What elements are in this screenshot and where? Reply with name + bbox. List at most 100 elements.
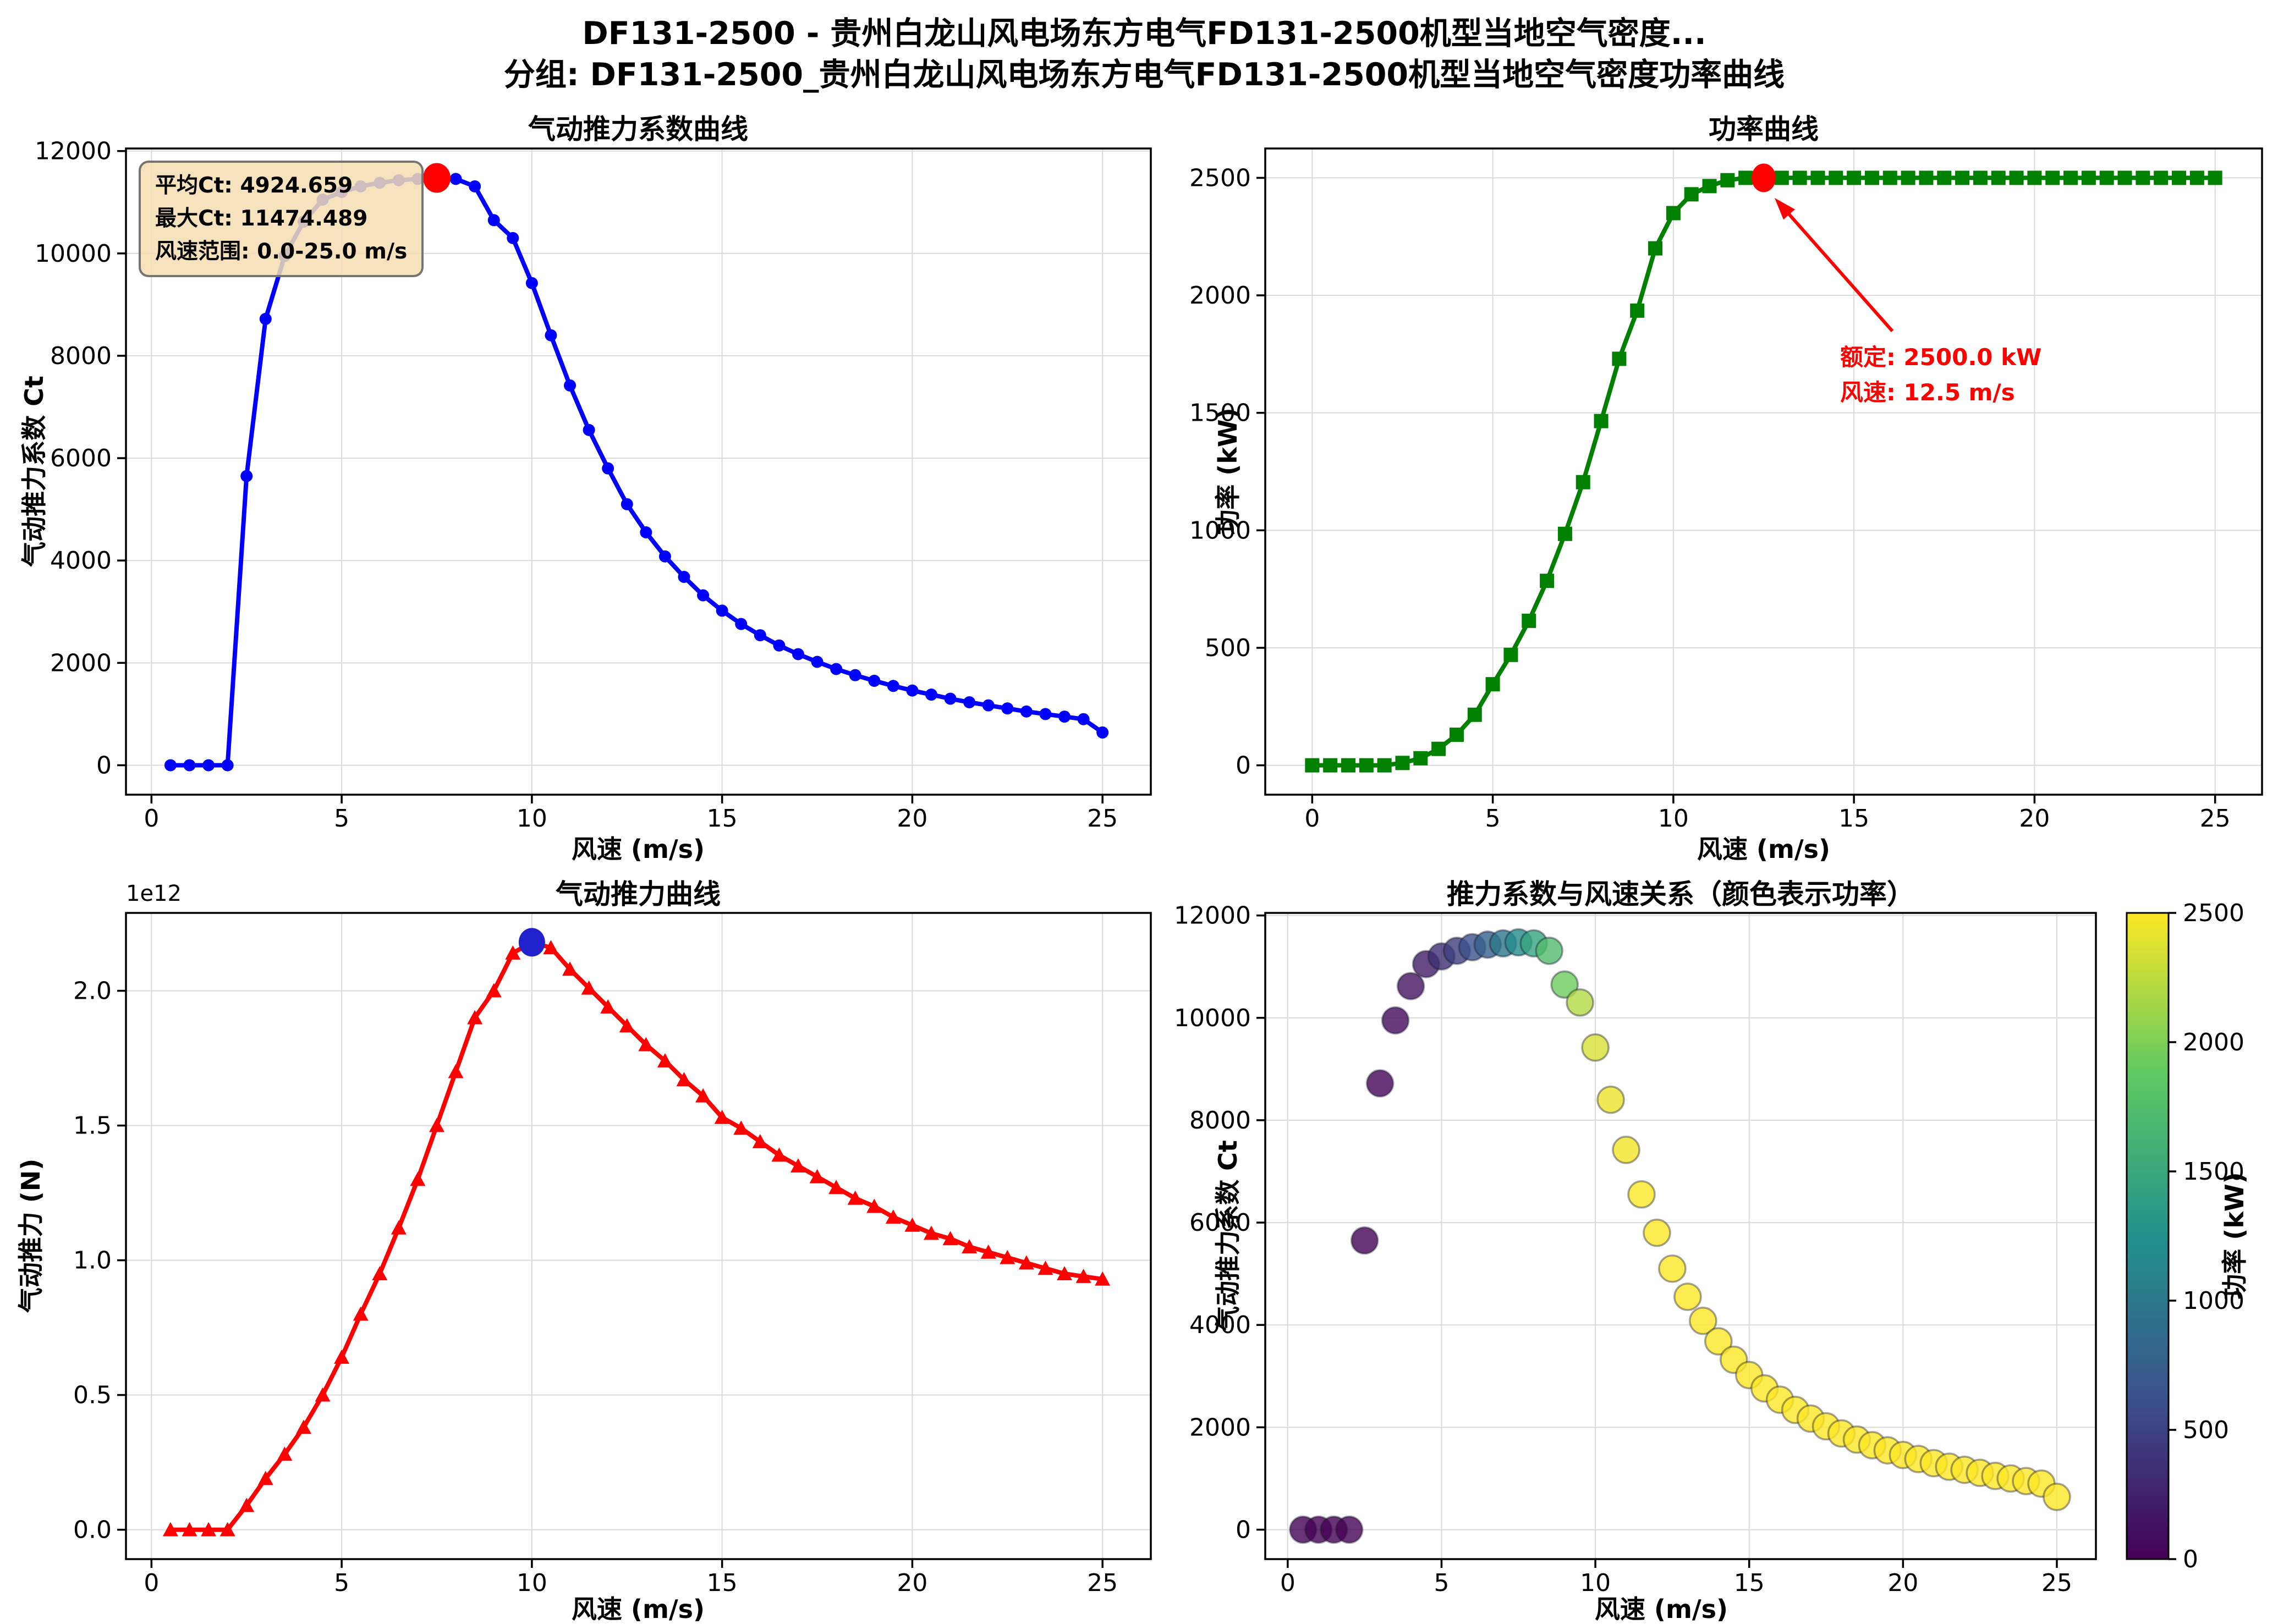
thrust-curve-peak-point [518, 928, 545, 957]
power-curve-xtick: 5 [1485, 805, 1501, 833]
colorbar-tick: 1500 [2183, 1158, 2244, 1186]
thrust-curve-xlabel: 风速 (m/s) [572, 1594, 705, 1624]
power-curve-ylabel: 功率 (kW) [1213, 408, 1243, 535]
ct-power-scatter-xtick: 25 [2041, 1569, 2072, 1597]
tooltip-max-ct: 最大Ct: 11474.489 [155, 206, 368, 231]
ct-curve-ytick: 10000 [35, 240, 112, 268]
ct-curve-xtick: 5 [334, 805, 349, 833]
ct-power-scatter-xtick: 0 [1280, 1569, 1296, 1597]
ct-power-scatter-ytick: 10000 [1174, 1004, 1251, 1032]
thrust-curve-axes-frame [125, 912, 1152, 1560]
colorbar-tick: 500 [2183, 1416, 2229, 1444]
power-curve-axes-frame [1264, 147, 2263, 796]
thrust-curve-line [168, 940, 1105, 1532]
power-curve-line [1310, 175, 2217, 768]
thrust-curve-xtick: 10 [517, 1569, 547, 1597]
ct-curve-ytick: 12000 [35, 137, 112, 166]
power-curve-xlabel: 风速 (m/s) [1697, 834, 1830, 864]
colorbar-label: 功率 (kW) [2220, 1172, 2249, 1299]
thrust-curve-title: 气动推力曲线 [556, 878, 721, 910]
power-curve-xtick: 15 [1838, 805, 1869, 833]
power-curve-xtick: 20 [2019, 805, 2050, 833]
rated-annotation-line2: 风速: 12.5 m/s [1840, 379, 2015, 406]
scatter-title: 推力系数与风速关系（颜色表示功率） [1447, 878, 1914, 910]
power-curve-title: 功率曲线 [1709, 113, 1819, 145]
ct-stats-tooltip: 平均Ct: 4924.659 最大Ct: 11474.489 风速范围: 0.0… [139, 161, 424, 277]
power-curve-ytick: 2000 [1189, 282, 1251, 310]
ct-power-scatter-xtick: 15 [1734, 1569, 1765, 1597]
thrust-curve-xtick: 0 [144, 1569, 159, 1597]
power-curve-ytick: 1500 [1189, 399, 1251, 427]
thrust-curve-ytick: 1.5 [73, 1112, 112, 1140]
colorbar-tick: 2500 [2183, 899, 2244, 927]
tooltip-mean-ct: 平均Ct: 4924.659 [155, 173, 353, 198]
scatter-ylabel: 气动推力系数 Ct [1213, 1140, 1243, 1331]
annotation-arrow-line [1781, 205, 1894, 332]
ct-curve-markers [164, 172, 1109, 772]
ct-curve-title: 气动推力系数曲线 [528, 113, 748, 145]
ct-power-scatter-xtick: 10 [1580, 1569, 1611, 1597]
thrust-curve-ytick: 1.0 [73, 1247, 112, 1275]
thrust-curve-ylabel: 气动推力 (N) [16, 1159, 46, 1313]
ct-power-scatter-ytick: 2000 [1189, 1413, 1251, 1441]
ct-curve-ytick: 4000 [50, 547, 112, 575]
ct-curve-max-point [422, 163, 451, 193]
annotation-arrow-head [1775, 198, 1795, 220]
ct-curve-ytick: 6000 [50, 444, 112, 472]
ct-power-scatter-xtick: 5 [1434, 1569, 1449, 1597]
rated-annotation-line1: 额定: 2500.0 kW [1840, 344, 2041, 371]
power-curve-ytick: 500 [1205, 634, 1251, 662]
ct-curve-xtick: 25 [1087, 805, 1118, 833]
thrust-curve-xtick: 5 [334, 1569, 349, 1597]
ct-curve-ytick: 8000 [50, 342, 112, 370]
figure-title-line2: 分组: DF131-2500_贵州白龙山风电场东方电气FD131-2500机型当… [504, 57, 1785, 93]
ct-curve-ytick: 0 [96, 751, 112, 779]
ct-curve-xlabel: 风速 (m/s) [572, 834, 705, 864]
thrust-curve-ytick: 0.5 [73, 1381, 112, 1410]
figure-title-line1: DF131-2500 - 贵州白龙山风电场东方电气FD131-2500机型当地空… [582, 15, 1706, 52]
ct-curve-xtick: 20 [897, 805, 927, 833]
ct-curve-ylabel: 气动推力系数 Ct [19, 376, 49, 567]
ct-power-scatter-ytick: 6000 [1189, 1209, 1251, 1237]
ct-curve-xtick: 15 [707, 805, 738, 833]
ct-power-scatter-points [1289, 928, 2071, 1544]
power-curve-ytick: 2500 [1189, 164, 1251, 192]
power-curve-xtick: 0 [1304, 805, 1320, 833]
power-curve-markers [1305, 170, 2222, 773]
tooltip-ws-range: 风速范围: 0.0-25.0 m/s [155, 239, 408, 264]
colorbar: 0 500 1000 1500 2000 2500 [2126, 899, 2244, 1573]
power-curve-ytick: 0 [1236, 752, 1251, 780]
power-curve-xtick: 10 [1658, 805, 1689, 833]
thrust-curve-ytick: 0.0 [73, 1516, 112, 1544]
ct-power-scatter-ytick: 12000 [1174, 902, 1251, 930]
colorbar-tick: 0 [2183, 1545, 2198, 1573]
power-curve-ytick: 1000 [1189, 516, 1251, 544]
ct-power-scatter-ytick: 0 [1236, 1516, 1251, 1544]
ct-curve-xtick: 10 [517, 805, 547, 833]
thrust-curve-xtick: 15 [707, 1569, 738, 1597]
ct-power-scatter-plot-area: 0 5 10 15 20 25 0 2000 4000 6000 8000 10000 12000 [1174, 902, 2097, 1597]
thrust-curve-xtick: 20 [897, 1569, 927, 1597]
power-curve-xtick: 25 [2200, 805, 2231, 833]
scatter-xlabel: 风速 (m/s) [1595, 1594, 1728, 1624]
thrust-curve-ytick: 2.0 [73, 977, 112, 1005]
ct-power-scatter-xtick: 20 [1887, 1569, 1918, 1597]
ct-power-scatter-ytick: 8000 [1189, 1106, 1251, 1135]
power-curve-plot-area: 0 5 10 15 20 25 0 500 1000 1500 2000 2500 [1189, 147, 2263, 833]
thrust-curve-markers [162, 934, 1111, 1537]
power-curve-rated-point [1752, 163, 1776, 192]
ct-power-scatter-axes-frame [1264, 912, 2097, 1560]
colorbar-gradient [2126, 912, 2170, 1560]
thrust-curve-xtick: 25 [1087, 1569, 1118, 1597]
ct-curve-xtick: 0 [144, 805, 159, 833]
colorbar-tick: 2000 [2183, 1028, 2244, 1056]
ct-power-scatter-ytick: 4000 [1189, 1311, 1251, 1339]
ct-curve-ytick: 2000 [50, 649, 112, 677]
thrust-axis-offset-label: 1e12 [126, 881, 182, 906]
thrust-curve-plot-area: 0 5 10 15 20 25 0.0 0.5 1.0 1.5 2.0 [73, 912, 1152, 1597]
colorbar-tick: 1000 [2183, 1287, 2244, 1315]
ct-curve-axes-frame [125, 147, 1152, 796]
